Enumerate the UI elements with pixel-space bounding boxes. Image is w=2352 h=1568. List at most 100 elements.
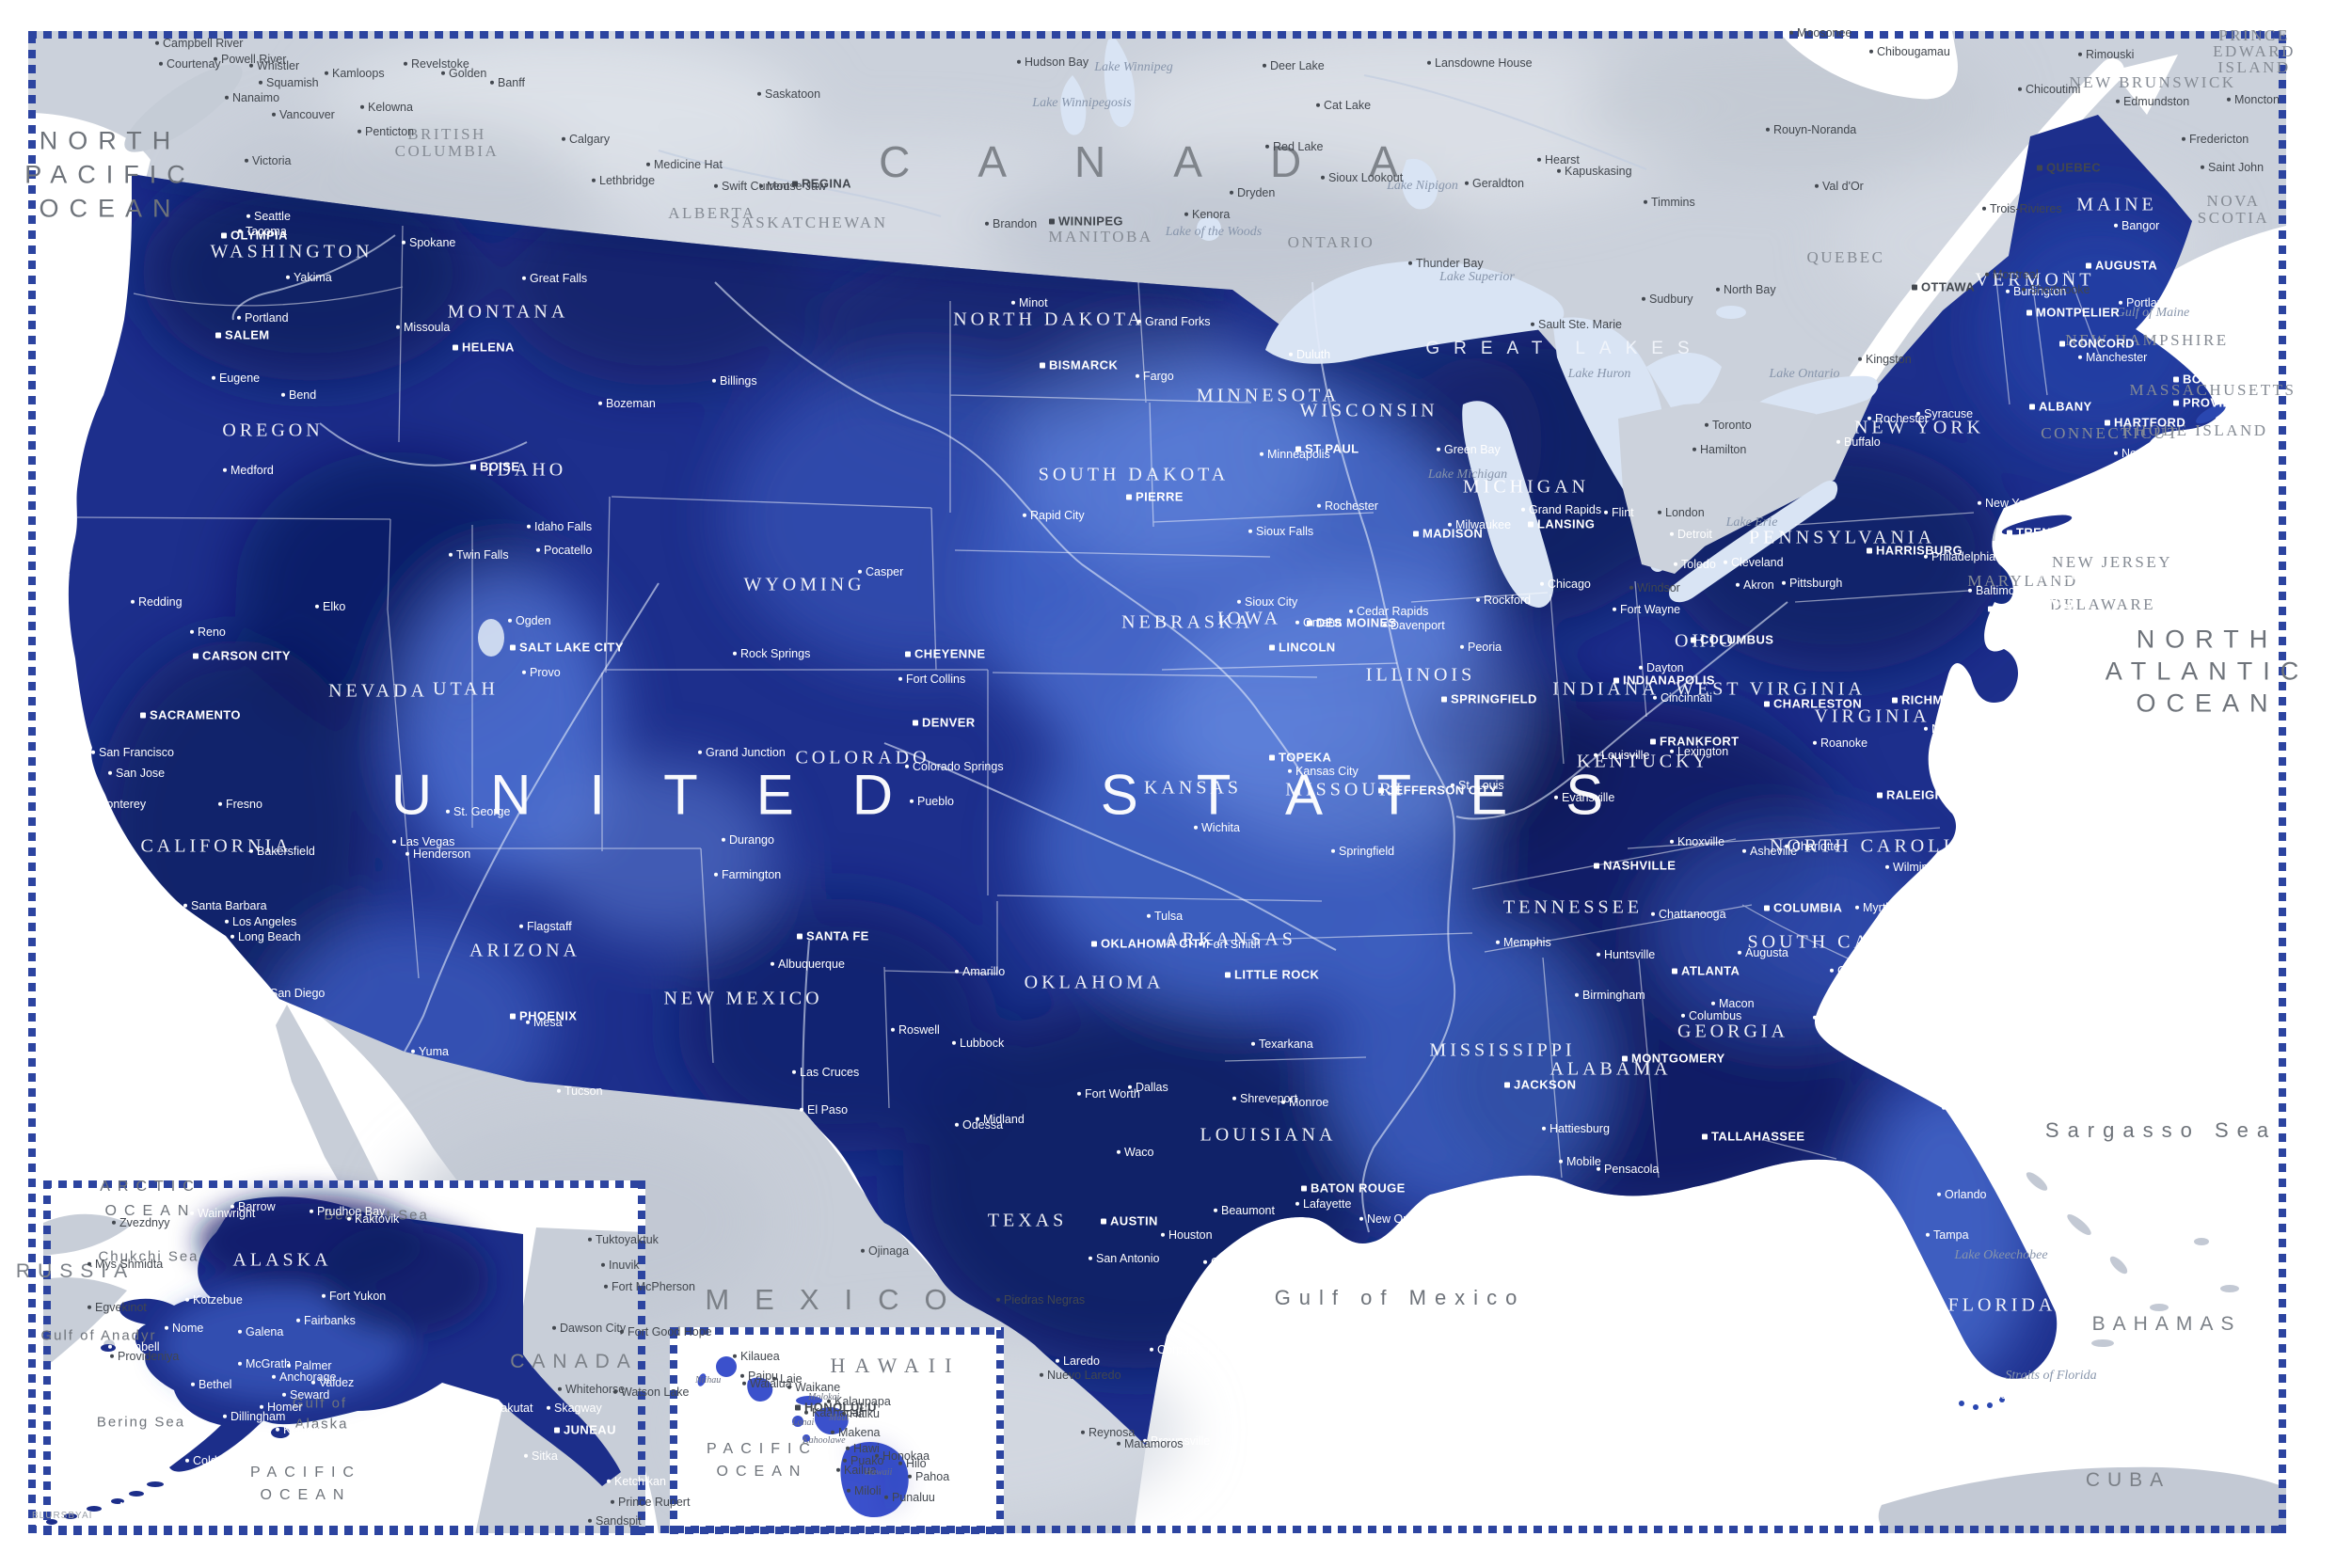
- city-name: Miami: [2065, 1305, 2097, 1319]
- city-name: Rochester: [1325, 499, 1378, 513]
- capital-label: AUSTIN: [1101, 1215, 1158, 1227]
- city-name: Kilauea: [740, 1349, 780, 1363]
- city-marker: [1295, 621, 1299, 625]
- city-name: Kelowna: [368, 100, 413, 114]
- city-marker: [223, 468, 227, 472]
- city-marker: [262, 991, 266, 995]
- province-label: QUEBEC: [1806, 248, 1885, 266]
- state-label: MISSISSIPPI: [1429, 1039, 1576, 1061]
- city-marker: [2037, 165, 2042, 170]
- city-marker: [1199, 942, 1202, 946]
- city-marker: [1349, 610, 1353, 613]
- city-label: Brandon: [985, 218, 1037, 230]
- state-label: ARIZONA: [469, 940, 580, 961]
- city-name: WINNIPEG: [1058, 214, 1123, 229]
- state-label: IOWA: [1216, 608, 1282, 629]
- city-name: Wichita: [1201, 820, 1240, 834]
- city-name: Louisville: [1601, 748, 1650, 762]
- city-marker: [110, 1505, 114, 1509]
- city-name: Albuquerque: [778, 957, 845, 971]
- capital-label: BATON ROUGE: [1301, 1182, 1406, 1195]
- city-name: Sudbury: [1649, 292, 1693, 306]
- city-name: Roswell: [898, 1022, 940, 1037]
- city-name: Chibougamau: [1877, 44, 1950, 58]
- city-name: Durango: [729, 832, 774, 847]
- city-label: Golden: [441, 68, 486, 80]
- city-marker: [842, 1412, 846, 1416]
- city-marker: [296, 1319, 300, 1323]
- city-label: Seward: [282, 1389, 329, 1402]
- city-label: Columbus: [1681, 1010, 1741, 1022]
- city-name: Spokane: [409, 235, 456, 249]
- city-label: Knoxville: [1670, 836, 1724, 848]
- city-name: Kaanapali: [812, 1405, 865, 1419]
- state-label: SOUTH DAKOTA: [1038, 464, 1230, 485]
- state-label: PENNSYLVANIA: [1748, 527, 1936, 548]
- city-marker: [1194, 826, 1198, 830]
- city-marker: [281, 393, 285, 397]
- city-label: Red Lake: [1265, 141, 1324, 153]
- region-label: HAWAII: [830, 1354, 961, 1377]
- city-name: Yuma: [419, 1044, 449, 1058]
- city-name: Hawaii: [865, 1467, 893, 1478]
- city-name: Lubbock: [960, 1036, 1005, 1050]
- city-marker: [891, 1028, 895, 1032]
- city-marker: [1288, 769, 1292, 773]
- city-name: Seattle: [254, 209, 291, 223]
- city-name: Sandspit: [596, 1513, 642, 1528]
- city-marker: [522, 277, 526, 280]
- city-name: Watson Lake: [621, 1385, 690, 1399]
- city-marker: [976, 1117, 979, 1121]
- city-marker: [1711, 1002, 1715, 1006]
- city-label: Hilo: [898, 1458, 927, 1470]
- city-label: Thunder Bay: [1408, 258, 1484, 270]
- city-name: Akron: [1743, 578, 1774, 592]
- lake-label: Gulf of Maine: [2115, 306, 2190, 320]
- city-name: Memphis: [1503, 935, 1551, 949]
- city-name: Edmundston: [2123, 94, 2190, 108]
- city-marker: [1691, 637, 1696, 642]
- city-label: Great Falls: [522, 273, 587, 285]
- city-name: Birmingham: [1582, 988, 1645, 1002]
- city-marker: [1785, 845, 1788, 848]
- island-label: Molokai: [808, 1393, 839, 1402]
- city-marker: [1128, 1085, 1132, 1089]
- city-label: Burlington: [2006, 286, 2066, 298]
- state-label: MICHIGAN: [1462, 476, 1590, 498]
- city-marker: [1147, 914, 1151, 918]
- city-marker: [470, 464, 476, 469]
- state-label: NEW YORK: [1853, 417, 1985, 438]
- city-label: Medicine Hat: [646, 159, 723, 171]
- city-label: Ketchikan: [607, 1476, 666, 1488]
- city-name: Monterey: [97, 797, 147, 811]
- capital-label: LANSING: [1528, 518, 1595, 531]
- city-name: DENVER: [922, 715, 976, 730]
- city-name: TALLAHASSEE: [1711, 1129, 1805, 1144]
- city-marker: [2018, 87, 2022, 91]
- city-marker: [1716, 288, 1720, 292]
- city-label: Watson Lake: [613, 1386, 690, 1399]
- city-marker: [524, 1454, 528, 1458]
- city-label: Lethbridge: [592, 175, 655, 187]
- capital-label: HELENA: [453, 341, 515, 354]
- city-marker: [996, 1298, 1000, 1302]
- city-marker: [1942, 1106, 1946, 1110]
- city-name: JUNEAU: [564, 1422, 616, 1437]
- city-label: Chicago: [1540, 578, 1591, 591]
- city-label: Montreal: [1985, 269, 2039, 281]
- city-marker: [613, 1390, 617, 1394]
- city-name: McGrath: [246, 1356, 291, 1370]
- city-label: Redding: [131, 596, 183, 609]
- city-name: CARSON CITY: [202, 648, 291, 663]
- city-label: Honokaa: [875, 1450, 930, 1463]
- city-name: Brandon: [993, 216, 1038, 230]
- city-label: Norfolk: [1924, 723, 1969, 736]
- city-name: Billings: [720, 373, 757, 388]
- state-label: OKLAHOMA: [1024, 972, 1165, 993]
- city-marker: [908, 1475, 912, 1479]
- city-name: Red Lake: [1273, 139, 1324, 153]
- city-label: Sitka: [524, 1450, 558, 1463]
- city-name: Santa Barbara: [191, 898, 267, 912]
- city-name: Fairbanks: [304, 1313, 356, 1327]
- capital-label: WINNIPEG: [1049, 215, 1123, 228]
